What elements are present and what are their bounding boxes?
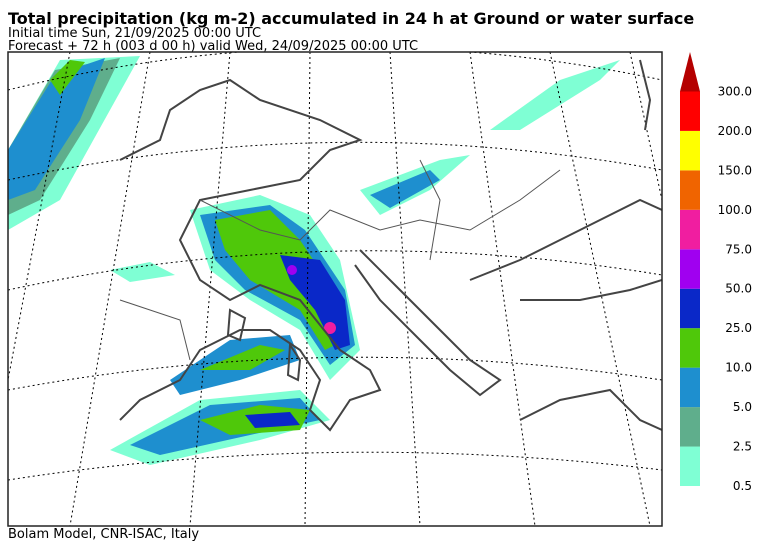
forecast-time: Forecast + 72 h (003 d 00 h) valid Wed, … xyxy=(8,39,418,54)
colorbar-box xyxy=(680,209,700,250)
colorbar-box xyxy=(680,130,700,171)
colorbar-label: 2.5 xyxy=(733,440,752,454)
colorbar: 0.5 2.5 5.0 10.0 25.0 50.0 75.0 100.0 150.0 200.0… xyxy=(680,52,752,493)
colorbar-box xyxy=(680,91,700,131)
colorbar-box xyxy=(680,367,700,408)
footer: Bolam Model, CNR-ISAC, Italy xyxy=(8,527,199,542)
colorbar-arrow xyxy=(680,52,700,92)
title: Total precipitation (kg m-2) accumulated… xyxy=(8,9,694,28)
colorbar-label: 300.0 xyxy=(718,84,752,98)
colorbar-label: 75.0 xyxy=(725,242,752,256)
colorbar-box xyxy=(680,328,700,368)
colorbar-label: 25.0 xyxy=(725,321,752,335)
colorbar-box xyxy=(680,407,700,447)
colorbar-box xyxy=(680,446,700,486)
colorbar-label: 100.0 xyxy=(718,203,752,217)
colorbar-label: 5.0 xyxy=(733,400,752,414)
map xyxy=(7,51,663,527)
colorbar-label: 10.0 xyxy=(725,361,752,375)
colorbar-label: 0.5 xyxy=(733,479,752,493)
colorbar-label: 200.0 xyxy=(718,124,752,138)
colorbar-box xyxy=(680,288,700,329)
colorbar-box xyxy=(680,249,700,289)
colorbar-box xyxy=(680,170,700,210)
colorbar-label: 150.0 xyxy=(718,163,752,177)
colorbar-label: 50.0 xyxy=(725,282,752,296)
initial-time: Initial time Sun, 21/09/2025 00:00 UTC xyxy=(8,26,261,41)
